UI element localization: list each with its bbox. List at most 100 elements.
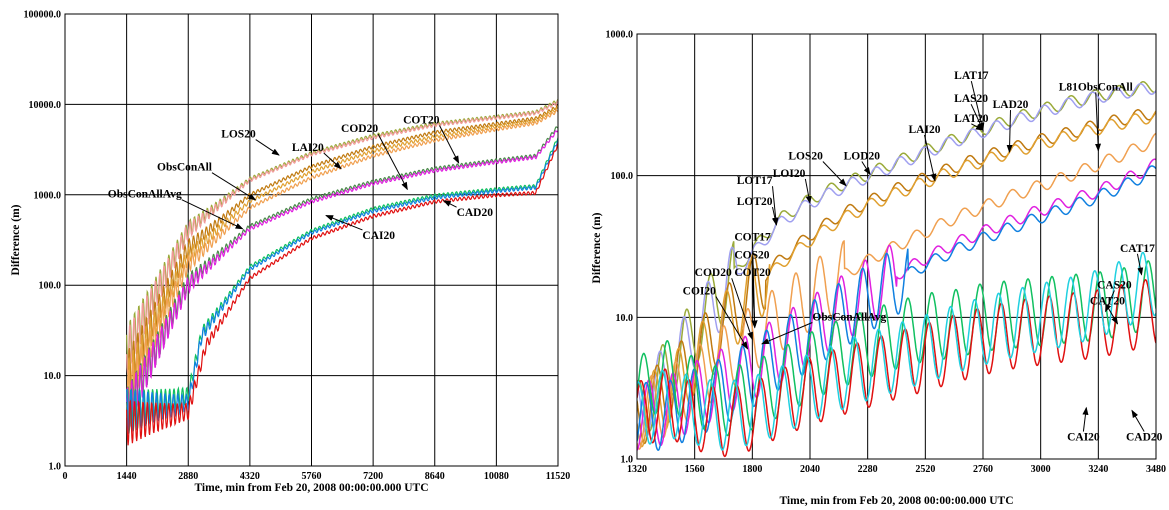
left-x-tick-label: 7200	[363, 471, 383, 482]
right-annotation-label: COT17	[734, 231, 771, 243]
right-series	[637, 81, 1156, 458]
right-x-ticks: 1320 1560 1800 2040 2280 2520 2760 3000 3240 3480	[627, 464, 1166, 475]
left-plot-frame	[64, 13, 559, 467]
left-annotation-arrow	[442, 200, 457, 208]
left-y-tick-label: 10.0	[44, 371, 62, 382]
right-x-tick-label: 2280	[858, 464, 878, 475]
left-y-ticks: 1.0 10.0 100.0 1000.0 10000.0 100000.0	[24, 10, 62, 473]
right-x-tick-label: 3240	[1088, 464, 1108, 475]
right-x-tick-label: 1800	[742, 464, 762, 475]
right-series-line	[637, 82, 1156, 438]
right-annotation-arrow	[715, 296, 749, 350]
right-series-line	[637, 110, 1156, 448]
right-chart: 1320 1560 1800 2040 2280 2520 2760 3000 3240 3480…	[591, 30, 1166, 508]
right-annotation-arrow	[1105, 290, 1115, 313]
left-annotation-arrow	[439, 125, 460, 164]
right-x-tick-label: 3480	[1146, 464, 1166, 475]
right-annotation-arrow	[751, 278, 758, 329]
right-annotation-label: COS20	[734, 250, 769, 262]
left-x-tick-label: 0	[63, 471, 68, 482]
left-y-tick-label: 1000.0	[34, 190, 62, 201]
right-x-tick-label: 3000	[1031, 464, 1051, 475]
left-x-ticks: 0 1440 2880 4320 5760 7200 8640 10080 11520	[63, 471, 571, 482]
left-series-line	[126, 142, 558, 446]
left-series-line	[126, 139, 558, 434]
left-annotation-arrow	[323, 152, 342, 170]
right-annotation-arrow	[971, 123, 984, 131]
left-annotations: LOS20 LAI20 COD20 COT20 ObsConAll ObsConAllAv…	[108, 114, 493, 241]
right-x-tick-label: 2040	[800, 464, 820, 475]
right-annotations: LAT17 LAS20 LAT20 L81ObsConAll LAD20 LAI20 LOS…	[683, 70, 1163, 443]
right-y-tick-label: 1000.0	[606, 30, 634, 41]
right-series-line	[637, 158, 1156, 451]
left-annotation-label: ObsConAll	[157, 162, 212, 174]
left-x-tick-label: 4320	[240, 471, 260, 482]
left-series-line	[126, 104, 558, 398]
right-series-line	[637, 278, 1156, 458]
right-annotation-label: CAT17	[1120, 243, 1155, 255]
right-annotation-arrow	[861, 161, 871, 176]
left-annotation-arrow	[211, 172, 257, 201]
left-annotation-arrow	[325, 215, 363, 231]
left-annotation-label: ObsConAllAvg	[108, 189, 182, 201]
right-annotation-arrow	[1082, 406, 1089, 432]
right-annotation-label: COD20	[695, 267, 732, 279]
right-annotation-label: LOT17	[737, 175, 773, 187]
left-y-tick-label: 100000.0	[24, 10, 62, 21]
left-annotation-label: COD20	[341, 123, 378, 135]
left-series-line	[126, 130, 558, 428]
right-series-line	[637, 109, 1156, 445]
right-annotation-arrow	[1095, 92, 1102, 152]
right-y-tick-label: 100.0	[611, 171, 634, 182]
right-annotation-label: LAI20	[909, 124, 941, 136]
right-y-tick-label: 10.0	[616, 313, 634, 324]
right-annotation-label: COI20	[683, 285, 716, 297]
right-annotation-label: CAS20	[1097, 279, 1132, 291]
left-annotation-arrow	[377, 133, 408, 191]
right-annotation-label: CAI20	[1067, 432, 1100, 444]
right-annotation-arrow	[822, 161, 847, 187]
right-annotation-label: LAT17	[954, 70, 989, 82]
left-x-tick-label: 5760	[302, 471, 322, 482]
right-annotation-arrow	[804, 178, 812, 205]
left-x-tick-label: 10080	[484, 471, 509, 482]
right-x-tick-label: 1560	[685, 464, 705, 475]
left-series	[126, 98, 558, 446]
left-annotation-label: CAI20	[362, 230, 395, 242]
right-series-line	[637, 251, 1156, 451]
right-annotation-label: COT20	[734, 267, 771, 279]
left-annotation-label: LAI20	[292, 142, 324, 154]
left-annotation-arrow	[255, 139, 280, 156]
left-annotation-arrow	[181, 199, 244, 230]
right-x-tick-label: 2520	[915, 464, 935, 475]
right-annotation-arrow	[1006, 110, 1013, 153]
right-annotation-label: LOS20	[788, 151, 823, 163]
left-annotation-label: CAD20	[457, 207, 494, 219]
right-annotation-arrow	[970, 81, 985, 131]
right-annotation-label: CAD20	[1126, 432, 1163, 444]
left-series-line	[126, 106, 558, 408]
right-annotation-label: LAD20	[993, 99, 1029, 111]
left-y-tick-label: 1.0	[49, 462, 62, 473]
right-series-line	[637, 132, 1156, 450]
left-x-tick-label: 1440	[117, 471, 137, 482]
right-series-line	[637, 165, 1156, 452]
left-y-tick-label: 100.0	[39, 281, 62, 292]
right-x-tick-label: 2760	[973, 464, 993, 475]
right-annotation-label: L81ObsConAll	[1059, 81, 1133, 93]
left-y-tick-label: 10000.0	[29, 100, 62, 111]
left-annotation-label: COT20	[403, 114, 440, 126]
right-annotation-label: LAS20	[954, 93, 988, 105]
right-x-axis-label: Time, min from Feb 20, 2008 00:00:00.000…	[779, 495, 1013, 507]
right-annotation-arrow	[761, 322, 813, 345]
right-annotation-arrow	[771, 206, 778, 226]
left-x-axis-label: Time, min from Feb 20, 2008 00:00:00.000…	[194, 482, 428, 494]
right-annotation-arrow	[1136, 253, 1144, 276]
right-annotation-arrow	[731, 278, 753, 341]
left-x-tick-label: 8640	[425, 471, 445, 482]
right-y-ticks: 1.0 10.0 100.0 1000.0	[606, 30, 634, 466]
right-annotation-label: LAT20	[954, 113, 989, 125]
right-annotation-label: LOD20	[844, 151, 881, 163]
right-annotation-arrow	[924, 134, 937, 182]
